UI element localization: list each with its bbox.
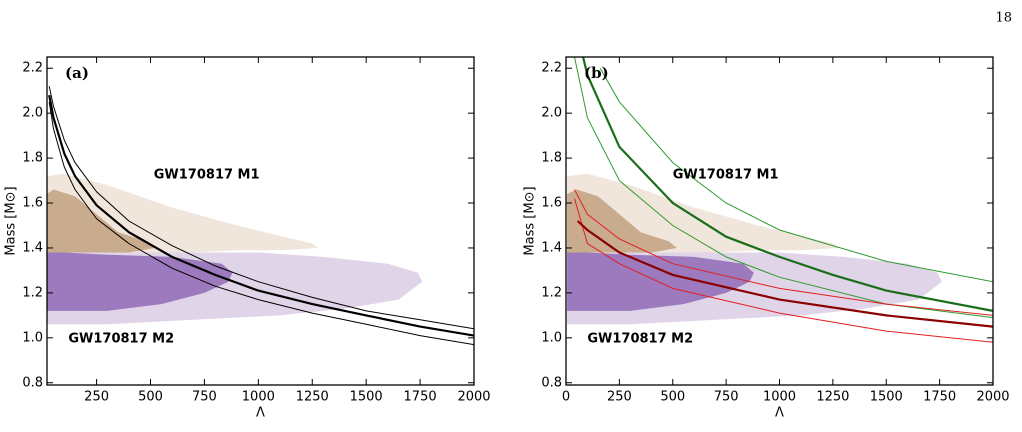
annotation: GW170817 M1 — [673, 168, 779, 183]
x-tick-label: 1250 — [816, 390, 849, 405]
region — [567, 189, 677, 253]
y-tick-label: 1.2 — [541, 285, 562, 300]
y-tick-label: 1.4 — [541, 240, 562, 255]
curve — [574, 189, 993, 316]
curve — [48, 94, 474, 337]
region — [47, 252, 233, 311]
y-tick-label: 1.8 — [22, 151, 43, 166]
curve — [574, 57, 993, 319]
curve — [48, 86, 474, 330]
x-tick-label: 750 — [192, 390, 217, 405]
x-tick-label: 250 — [607, 390, 632, 405]
region — [47, 189, 155, 253]
x-axis-label: Λ — [256, 406, 265, 421]
annotation: GW170817 M2 — [68, 332, 174, 347]
plot-frame — [46, 56, 475, 386]
y-tick-label: 2.2 — [541, 61, 562, 76]
curve — [574, 198, 993, 343]
x-tick-label: 1750 — [404, 390, 437, 405]
annotation: GW170817 M1 — [154, 168, 260, 183]
y-tick-label: 2.2 — [22, 61, 43, 76]
x-tick-label: 1500 — [870, 390, 903, 405]
page-number: 18 — [995, 11, 1012, 26]
x-tick-label: 2000 — [976, 390, 1009, 405]
x-tick-label: 1000 — [242, 390, 275, 405]
panel-label: (b) — [584, 64, 609, 82]
y-tick-label: 1.4 — [22, 240, 43, 255]
y-axis-label: Mass [M⊙] — [523, 186, 538, 255]
x-axis-label: Λ — [775, 406, 784, 421]
x-tick-label: 250 — [84, 390, 109, 405]
y-tick-label: 1.0 — [541, 330, 562, 345]
x-tick-label: 500 — [138, 390, 163, 405]
y-tick-label: 1.6 — [22, 196, 43, 211]
y-tick-label: 1.2 — [22, 285, 43, 300]
x-tick-label: 1250 — [296, 390, 329, 405]
x-tick-label: 500 — [660, 390, 685, 405]
curve — [599, 67, 993, 283]
panel-label: (a) — [65, 64, 89, 82]
x-tick-label: 750 — [714, 390, 739, 405]
annotation: GW170817 M2 — [587, 332, 693, 347]
y-tick-label: 1.0 — [22, 330, 43, 345]
y-tick-label: 0.8 — [22, 375, 43, 390]
y-tick-label: 2.0 — [22, 106, 43, 121]
x-tick-label: 0 — [562, 390, 570, 405]
curve — [582, 57, 993, 312]
x-tick-label: 2000 — [457, 390, 490, 405]
curve — [48, 101, 474, 346]
x-tick-label: 1500 — [350, 390, 383, 405]
y-tick-label: 1.6 — [541, 196, 562, 211]
y-tick-label: 2.0 — [541, 106, 562, 121]
y-tick-label: 1.8 — [541, 151, 562, 166]
y-axis-label: Mass [M⊙] — [4, 186, 19, 255]
y-tick-label: 0.8 — [541, 375, 562, 390]
x-tick-label: 1000 — [763, 390, 796, 405]
x-tick-label: 1750 — [923, 390, 956, 405]
curve — [576, 220, 993, 328]
